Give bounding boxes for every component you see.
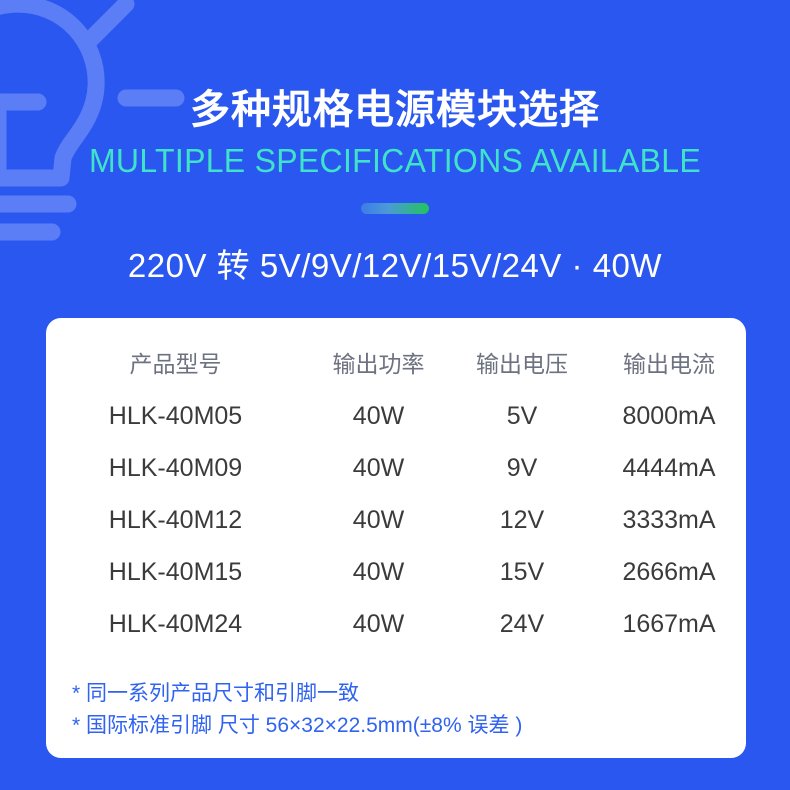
spec-table: 产品型号 输出功率 输出电压 输出电流 HLK-40M05 40W 5V 800… [46, 340, 746, 650]
spec-card: 产品型号 输出功率 输出电压 输出电流 HLK-40M05 40W 5V 800… [46, 318, 746, 758]
cell-power: 40W [352, 505, 405, 534]
table-row: HLK-40M09 40W 9V 4444mA [46, 442, 746, 494]
table-row: HLK-40M15 40W 15V 2666mA [46, 546, 746, 598]
cell-current: 2666mA [622, 557, 716, 586]
column-header-power: 输出功率 [332, 351, 425, 377]
table-header-row: 产品型号 输出功率 输出电压 输出电流 [46, 340, 746, 390]
cell-voltage: 12V [499, 505, 545, 534]
page-subtitle: MULTIPLE SPECIFICATIONS AVAILABLE [88, 142, 702, 179]
cell-power: 40W [352, 609, 405, 638]
spec-summary-line: 220V 转 5V/9V/12V/15V/24V · 40W [127, 246, 663, 284]
divider-bar [361, 202, 429, 214]
divider [0, 201, 790, 214]
cell-current: 8000mA [622, 401, 716, 430]
table-row: HLK-40M24 40W 24V 1667mA [46, 598, 746, 650]
footnotes: * 同一系列产品尺寸和引脚一致 * 国际标准引脚 尺寸 56×32×22.5mm… [72, 678, 522, 742]
footnote-1: * 同一系列产品尺寸和引脚一致 [72, 682, 360, 706]
cell-current: 1667mA [622, 609, 716, 638]
cell-model: HLK-40M12 [108, 505, 243, 534]
cell-model: HLK-40M15 [108, 557, 243, 586]
cell-voltage: 24V [499, 609, 545, 638]
page-title: 多种规格电源模块选择 [190, 88, 600, 132]
cell-model: HLK-40M05 [108, 401, 243, 430]
cell-power: 40W [352, 453, 405, 482]
cell-voltage: 15V [499, 557, 545, 586]
cell-power: 40W [352, 557, 405, 586]
cell-voltage: 9V [506, 453, 538, 482]
column-header-current: 输出电流 [623, 351, 715, 377]
cell-voltage: 5V [506, 401, 538, 430]
column-header-model: 产品型号 [129, 351, 222, 377]
table-row: HLK-40M05 40W 5V 8000mA [46, 390, 746, 442]
cell-current: 4444mA [622, 453, 716, 482]
cell-current: 3333mA [622, 505, 716, 534]
footnote-2: * 国际标准引脚 尺寸 56×32×22.5mm(±8% 误差 ) [72, 714, 523, 738]
page-header: 多种规格电源模块选择 MULTIPLE SPECIFICATIONS AVAIL… [0, 0, 790, 287]
cell-power: 40W [352, 401, 405, 430]
cell-model: HLK-40M09 [108, 453, 243, 482]
column-header-voltage: 输出电压 [476, 351, 568, 377]
cell-model: HLK-40M24 [108, 609, 243, 638]
table-row: HLK-40M12 40W 12V 3333mA [46, 494, 746, 546]
